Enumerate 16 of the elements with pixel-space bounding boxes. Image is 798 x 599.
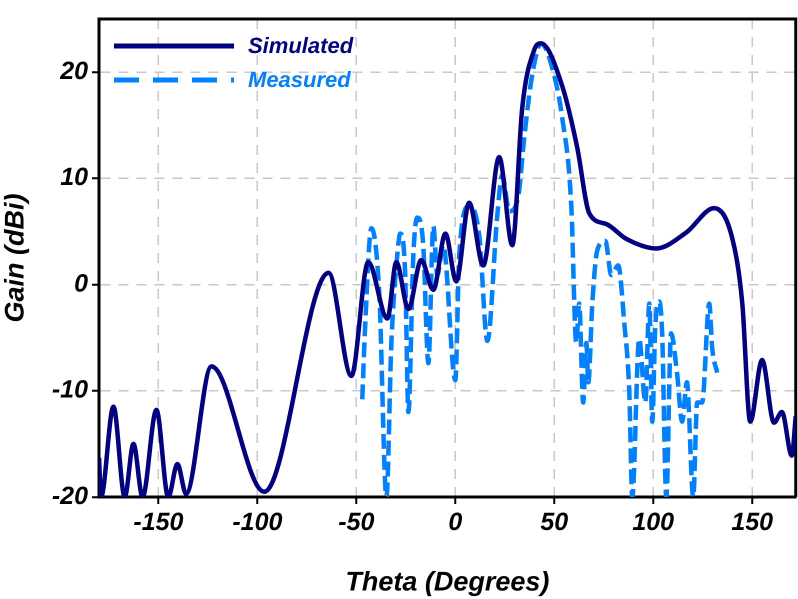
text: Measured — [248, 67, 351, 93]
y-tick-label: 0 — [74, 269, 88, 298]
x-tick-label: 0 — [448, 508, 462, 536]
x-tick-label: 150 — [731, 508, 774, 536]
y-tick-label: 20 — [59, 57, 88, 85]
x-axis-title: Theta (Degrees) — [345, 566, 550, 596]
y-tick-label: -10 — [52, 376, 88, 404]
y-tick-label: 10 — [60, 163, 88, 192]
text: Simulated — [248, 33, 354, 59]
x-tick-label: 100 — [632, 508, 674, 536]
x-tick-label: -50 — [338, 508, 374, 536]
x-tick-label: -100 — [232, 508, 282, 536]
x-tick-label: 50 — [540, 508, 568, 536]
x-tick-label: -150 — [133, 508, 184, 536]
y-axis-title: Gain (dBi) — [0, 194, 30, 322]
y-tick-label: -20 — [52, 482, 88, 510]
